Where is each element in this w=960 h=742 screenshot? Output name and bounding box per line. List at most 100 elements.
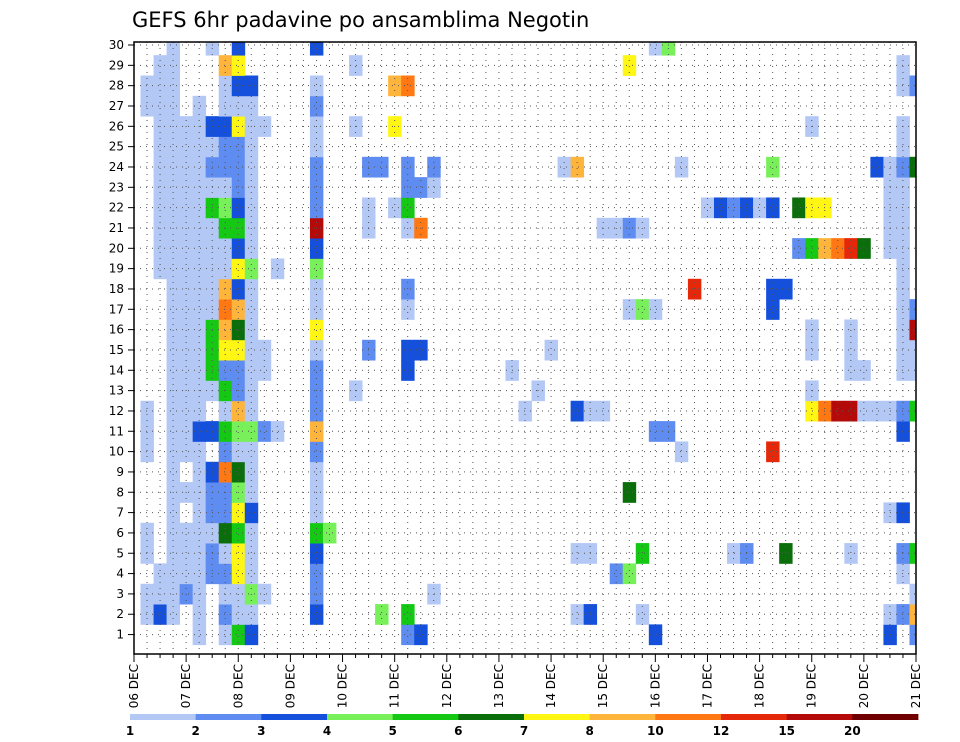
heatmap-cell <box>388 197 402 219</box>
heatmap-cell <box>309 543 324 564</box>
heatmap-cell <box>401 299 415 320</box>
heatmap-cell <box>257 360 272 381</box>
heatmap-cell <box>166 604 181 625</box>
colorbar-label: 8 <box>585 724 593 738</box>
heatmap-cell <box>192 624 207 646</box>
y-tick-label: 9 <box>116 465 124 479</box>
heatmap-cell <box>909 299 917 320</box>
heatmap-cell <box>896 563 910 585</box>
heatmap-cell <box>231 258 246 280</box>
x-tick-label: 14 DEC <box>544 664 558 708</box>
heatmap-cell <box>844 339 858 361</box>
heatmap-cell <box>192 461 207 483</box>
heatmap-cell <box>244 339 259 361</box>
x-tick-label: 09 DEC <box>283 664 297 708</box>
heatmap-cell <box>179 177 194 198</box>
heatmap-cell <box>766 299 780 320</box>
heatmap-cell <box>909 360 917 381</box>
heatmap-cell <box>896 75 910 97</box>
y-tick-label: 6 <box>116 526 124 540</box>
heatmap-cell <box>896 339 910 361</box>
heatmap-cell <box>153 258 167 280</box>
heatmap-cell <box>192 197 207 219</box>
colorbar-label: 2 <box>191 724 199 738</box>
y-tick-label: 2 <box>116 607 124 621</box>
heatmap-cell <box>231 299 246 320</box>
heatmap-cell <box>231 360 246 381</box>
heatmap-cell <box>609 563 624 585</box>
heatmap-cell <box>231 461 246 483</box>
heatmap-cell <box>166 55 181 76</box>
heatmap-cells <box>140 42 917 646</box>
y-tick-label: 17 <box>109 302 124 316</box>
heatmap-cell <box>831 238 845 259</box>
heatmap-cell <box>218 299 233 320</box>
heatmap-cell <box>674 441 689 463</box>
heatmap-cell <box>166 563 181 585</box>
y-tick-label: 18 <box>109 282 124 296</box>
heatmap-cell <box>166 522 181 544</box>
heatmap-cell <box>231 55 246 76</box>
heatmap-cell <box>896 421 910 442</box>
heatmap-cell <box>166 339 181 361</box>
x-tick-label: 21 DEC <box>909 664 923 708</box>
heatmap-cell <box>192 278 207 300</box>
heatmap-cell <box>153 563 167 585</box>
colorbar-swatch <box>458 714 525 720</box>
heatmap-cell <box>231 278 246 300</box>
heatmap-cell <box>244 522 259 544</box>
colorbar-swatch <box>524 714 591 720</box>
heatmap-cell <box>309 502 324 524</box>
heatmap-cell <box>244 95 259 117</box>
colorbar-swatch <box>392 714 459 720</box>
heatmap-cell <box>427 156 441 178</box>
heatmap-cell <box>244 441 259 463</box>
x-tick-label: 11 DEC <box>388 664 402 708</box>
heatmap-cell <box>166 136 181 158</box>
heatmap-cell <box>309 400 324 422</box>
heatmap-cell <box>309 299 324 320</box>
heatmap-cell <box>218 624 233 646</box>
heatmap-cell <box>218 604 233 625</box>
heatmap-cell <box>766 197 780 219</box>
heatmap-cell <box>166 258 181 280</box>
heatmap-cell <box>140 75 154 97</box>
colorbar-swatch <box>130 714 197 720</box>
y-tick-label: 4 <box>116 567 124 581</box>
heatmap-cell <box>896 319 910 341</box>
y-tick-label: 20 <box>109 241 124 255</box>
heatmap-cell <box>309 95 324 117</box>
heatmap-cell <box>231 136 246 158</box>
heatmap-cell <box>244 502 259 524</box>
y-tick-label: 29 <box>109 58 124 72</box>
heatmap-cell <box>309 258 324 280</box>
heatmap-cell <box>570 604 585 625</box>
heatmap-cell <box>909 156 917 178</box>
heatmap-cell <box>896 197 910 219</box>
heatmap-cell <box>309 461 324 483</box>
heatmap-cell <box>218 55 233 76</box>
heatmap-cell <box>414 624 428 646</box>
heatmap-cell <box>388 75 402 97</box>
y-tick-label: 28 <box>109 79 124 93</box>
y-tick-label: 26 <box>109 119 124 133</box>
heatmap-cell <box>896 177 910 198</box>
heatmap-cell <box>753 197 767 219</box>
heatmap-cell <box>896 55 910 76</box>
heatmap-cell <box>179 339 194 361</box>
heatmap-cell <box>401 197 415 219</box>
heatmap-cell <box>231 156 246 178</box>
heatmap-cell <box>792 197 806 219</box>
heatmap-cell <box>218 522 233 544</box>
heatmap-cell <box>309 339 324 361</box>
heatmap-cell <box>635 543 650 564</box>
heatmap-cell <box>166 319 181 341</box>
y-tick-label: 5 <box>116 546 124 560</box>
heatmap-cell <box>427 177 441 198</box>
heatmap-cell <box>153 156 167 178</box>
heatmap-cell <box>179 319 194 341</box>
heatmap-cell <box>309 441 324 463</box>
heatmap-cell <box>218 156 233 178</box>
heatmap-cell <box>831 400 845 422</box>
heatmap-cell <box>231 75 246 97</box>
